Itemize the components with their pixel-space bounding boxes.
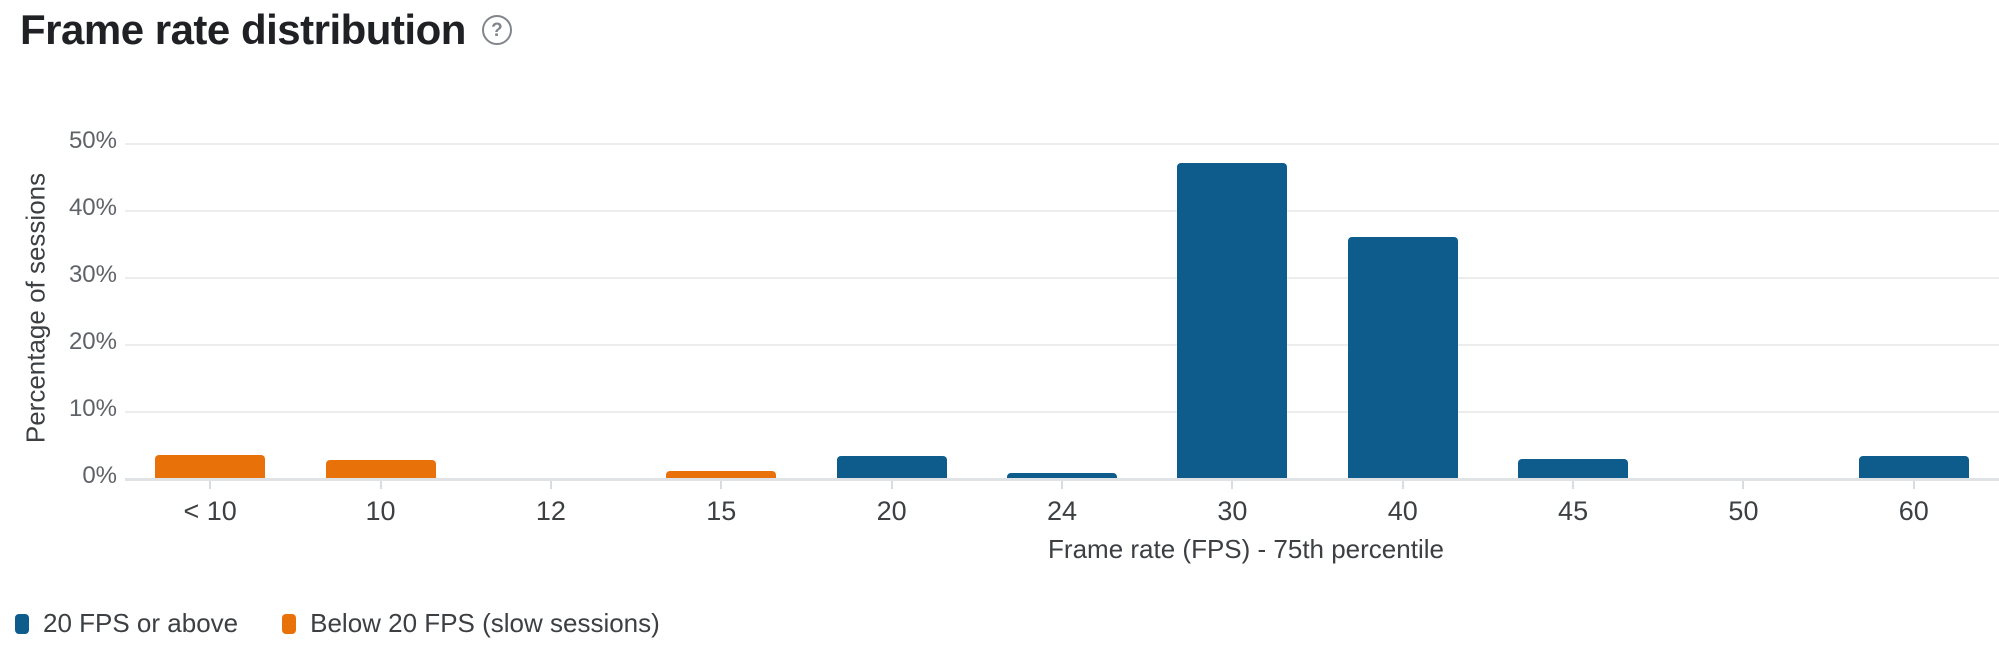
x-tick-label: 45: [1558, 496, 1589, 526]
bar-45-fps[interactable]: [1518, 459, 1629, 478]
x-tick-label: 30: [1217, 496, 1248, 526]
x-tick-mark: [720, 481, 723, 489]
x-tick-label: 50: [1728, 496, 1759, 526]
frame-rate-chart: Percentage of sessions Frame rate (FPS) …: [21, 127, 1999, 564]
x-tick-mark: [1912, 481, 1915, 489]
help-icon-glyph: ?: [491, 19, 503, 41]
x-tick-label: 12: [535, 496, 566, 526]
x-tick-mark: [1231, 481, 1234, 489]
x-tick-mark: [379, 481, 382, 489]
legend-swatch: [282, 613, 297, 634]
grid-line: [125, 210, 1999, 212]
y-tick-label: 40%: [68, 194, 117, 221]
grid-line: [125, 344, 1999, 346]
legend-item: 20 FPS or above: [15, 608, 238, 639]
legend-label: 20 FPS or above: [43, 608, 239, 638]
legend-label: Below 20 FPS (slow sessions): [310, 608, 660, 638]
bar-10-fps[interactable]: [155, 454, 266, 478]
grid-line: [125, 143, 1999, 145]
x-tick-label: < 10: [183, 496, 237, 526]
y-tick-label: 10%: [68, 395, 117, 422]
x-tick-label: 60: [1898, 496, 1929, 526]
bar-15-fps[interactable]: [666, 471, 777, 478]
chart-header: Frame rate distribution ?: [20, 6, 512, 54]
bar-40-fps[interactable]: [1347, 236, 1458, 478]
grid-line: [125, 411, 1999, 413]
x-tick-mark: [549, 481, 552, 489]
x-tick-label: 20: [876, 496, 907, 526]
x-tick-label: 40: [1387, 496, 1418, 526]
page-title: Frame rate distribution: [20, 6, 466, 53]
x-tick-mark: [1401, 481, 1404, 489]
x-axis-baseline: [125, 478, 1999, 481]
bar-10-fps[interactable]: [325, 459, 436, 478]
help-icon[interactable]: ?: [481, 15, 512, 45]
x-tick-mark: [209, 481, 212, 489]
x-tick-mark: [1572, 481, 1575, 489]
legend-item: Below 20 FPS (slow sessions): [282, 608, 660, 639]
bar-20-fps[interactable]: [836, 455, 947, 478]
y-tick-label: 30%: [68, 261, 117, 288]
x-tick-mark: [1061, 481, 1063, 489]
x-tick-label: 15: [706, 496, 737, 526]
legend-swatch: [15, 613, 29, 634]
x-tick-label: 24: [1046, 496, 1078, 526]
chart-legend: 20 FPS or above Below 20 FPS (slow sessi…: [15, 608, 660, 639]
x-axis-title: Frame rate (FPS) - 75th percentile: [1048, 534, 1444, 564]
y-tick-label: 50%: [68, 127, 117, 154]
bar-30-fps[interactable]: [1177, 163, 1288, 478]
bar-60-fps[interactable]: [1858, 455, 1969, 478]
x-tick-mark: [1742, 481, 1745, 489]
x-tick-label: 10: [365, 496, 396, 526]
y-tick-label: 20%: [68, 328, 117, 355]
x-tick-mark: [890, 481, 893, 489]
grid-line: [125, 277, 1999, 279]
y-tick-label: 0%: [82, 462, 117, 489]
bar-24-fps[interactable]: [1007, 473, 1117, 478]
